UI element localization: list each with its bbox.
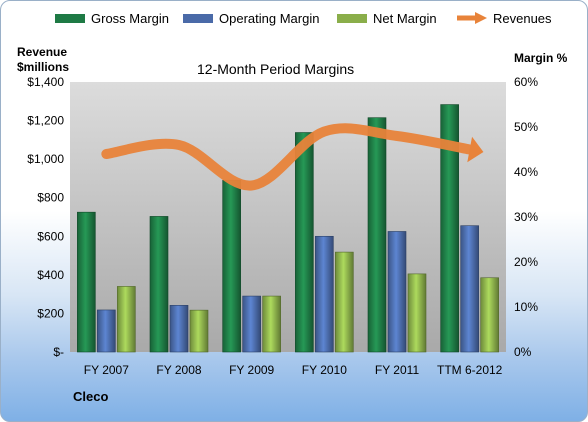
bar-net-margin bbox=[262, 295, 281, 353]
bar-operating-margin bbox=[387, 231, 407, 353]
right-tick-label: 50% bbox=[514, 120, 538, 134]
bar-net-margin bbox=[407, 273, 427, 353]
bar-net-margin bbox=[480, 277, 499, 353]
left-tick-label: $600 bbox=[37, 229, 64, 243]
x-tick-label: TTM 6-2012 bbox=[437, 363, 503, 377]
chart-title: 12-Month Period Margins bbox=[197, 61, 355, 77]
bar-net-margin bbox=[189, 309, 209, 353]
left-tick-label: $1,000 bbox=[27, 152, 64, 166]
legend-label: Gross Margin bbox=[91, 11, 170, 26]
bar-gross-margin bbox=[367, 117, 387, 353]
x-tick-label: FY 2011 bbox=[375, 363, 420, 377]
left-tick-label: $400 bbox=[37, 268, 64, 282]
x-tick-label: FY 2010 bbox=[302, 363, 347, 377]
left-tick-label: $1,200 bbox=[27, 114, 64, 128]
legend-arrow-icon bbox=[457, 12, 487, 24]
right-tick-label: 40% bbox=[514, 165, 538, 179]
x-tick-label: FY 2008 bbox=[156, 363, 201, 377]
legend-swatch-gross-margin bbox=[55, 14, 85, 23]
x-tick-label: FY 2009 bbox=[229, 363, 274, 377]
left-tick-label: $- bbox=[53, 345, 64, 359]
bar-gross-margin bbox=[222, 180, 241, 353]
bar-gross-margin bbox=[77, 211, 96, 353]
bar-operating-margin bbox=[460, 225, 479, 353]
bar-gross-margin bbox=[295, 132, 314, 353]
right-tick-label: 20% bbox=[514, 255, 538, 269]
bar-net-margin bbox=[117, 286, 136, 353]
x-tick-label: FY 2007 bbox=[84, 363, 129, 377]
legend-swatch-operating-margin bbox=[183, 14, 213, 23]
bar-operating-margin bbox=[97, 309, 116, 353]
bar-operating-margin bbox=[169, 305, 189, 353]
series-arrowhead-revenues bbox=[467, 136, 484, 163]
series-line-revenues bbox=[101, 123, 475, 191]
right-axis-title: Margin % bbox=[514, 51, 568, 65]
bar-net-margin bbox=[335, 251, 354, 353]
right-tick-label: 10% bbox=[514, 300, 538, 314]
legend-swatch-net-margin bbox=[337, 14, 367, 23]
legend-label: Revenues bbox=[493, 11, 552, 26]
bar-gross-margin bbox=[149, 216, 169, 353]
left-axis-title: Revenue $millions bbox=[17, 45, 70, 74]
legend-label: Operating Margin bbox=[219, 11, 320, 26]
right-tick-label: 30% bbox=[514, 210, 538, 224]
bar-operating-margin bbox=[242, 295, 261, 353]
right-tick-label: 60% bbox=[514, 75, 538, 89]
right-tick-label: 0% bbox=[514, 345, 532, 359]
plot-area bbox=[70, 82, 506, 352]
bar-gross-margin bbox=[440, 104, 459, 353]
bar-operating-margin bbox=[315, 235, 334, 353]
legend: Gross Margin Operating Margin Net Margin… bbox=[1, 9, 587, 29]
left-tick-label: $200 bbox=[37, 306, 64, 320]
left-tick-label: $1,400 bbox=[27, 75, 64, 89]
legend-label: Net Margin bbox=[373, 11, 437, 26]
left-tick-label: $800 bbox=[37, 191, 64, 205]
company-name: Cleco bbox=[73, 389, 109, 404]
